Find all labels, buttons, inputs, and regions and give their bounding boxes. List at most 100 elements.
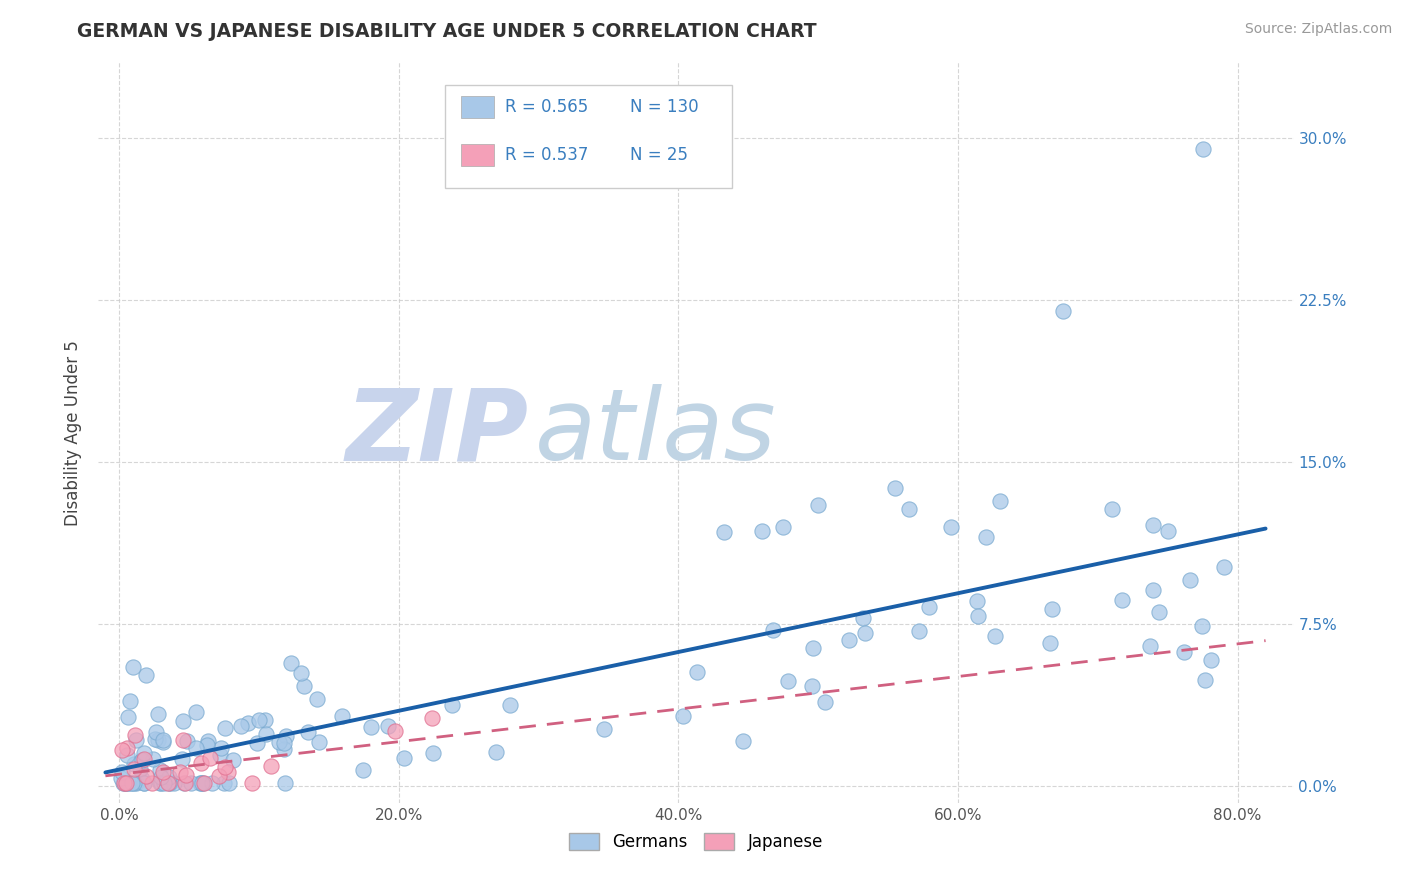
Point <box>132 746 155 760</box>
Point <box>197 733 219 747</box>
FancyBboxPatch shape <box>461 95 494 118</box>
Point <box>156 776 179 790</box>
Point <box>713 524 735 539</box>
Point <box>125 733 148 747</box>
Point <box>499 698 522 712</box>
Point <box>135 668 157 682</box>
Text: atlas: atlas <box>534 384 776 481</box>
Point <box>222 753 245 767</box>
Point <box>169 765 191 780</box>
Point <box>967 608 990 623</box>
Point <box>908 624 931 639</box>
Point <box>422 746 444 760</box>
Point <box>208 748 231 763</box>
Point <box>118 693 141 707</box>
Point <box>142 752 165 766</box>
Point <box>290 666 312 681</box>
Point <box>1191 619 1213 633</box>
Point <box>176 734 198 748</box>
Point <box>1040 602 1063 616</box>
Point <box>918 600 941 615</box>
Point <box>134 776 156 790</box>
Point <box>190 756 212 771</box>
Point <box>121 776 143 790</box>
Point <box>135 769 157 783</box>
Point <box>305 692 328 706</box>
Point <box>115 747 138 762</box>
Point <box>801 640 824 655</box>
Point <box>114 776 136 790</box>
Point <box>191 776 214 790</box>
Point <box>776 673 799 688</box>
Y-axis label: Disability Age Under 5: Disability Age Under 5 <box>65 340 83 525</box>
Point <box>212 776 235 790</box>
Point <box>170 752 193 766</box>
Point <box>129 762 152 776</box>
Point <box>1157 524 1180 538</box>
Point <box>117 776 139 790</box>
Point <box>115 776 138 790</box>
Point <box>1111 593 1133 607</box>
FancyBboxPatch shape <box>461 144 494 166</box>
Point <box>172 714 194 728</box>
Point <box>124 728 146 742</box>
Point <box>853 626 876 640</box>
Point <box>190 776 212 790</box>
Point <box>163 776 186 790</box>
Text: GERMAN VS JAPANESE DISABILITY AGE UNDER 5 CORRELATION CHART: GERMAN VS JAPANESE DISABILITY AGE UNDER … <box>77 22 817 41</box>
Point <box>814 695 837 709</box>
Point <box>120 776 142 790</box>
Point <box>208 769 231 783</box>
Point <box>1201 653 1223 667</box>
Point <box>149 776 172 790</box>
Point <box>485 745 508 759</box>
Point <box>198 751 221 765</box>
Text: Source: ZipAtlas.com: Source: ZipAtlas.com <box>1244 22 1392 37</box>
Point <box>180 776 202 790</box>
Point <box>939 519 962 533</box>
Point <box>269 735 291 749</box>
Point <box>330 709 353 723</box>
Point <box>1178 573 1201 587</box>
Legend: Germans, Japanese: Germans, Japanese <box>562 826 830 857</box>
Point <box>112 776 135 790</box>
Point <box>153 776 176 790</box>
Point <box>174 768 197 782</box>
Point <box>1139 639 1161 653</box>
Point <box>143 731 166 746</box>
Point <box>141 776 163 790</box>
Point <box>1194 673 1216 687</box>
Point <box>122 776 145 790</box>
Point <box>131 772 153 786</box>
Point <box>898 502 921 516</box>
Point <box>191 776 214 790</box>
Point <box>254 727 277 741</box>
Text: N = 25: N = 25 <box>630 146 689 164</box>
Point <box>112 776 135 790</box>
Point <box>273 741 295 756</box>
Point <box>146 707 169 722</box>
Point <box>884 481 907 495</box>
Point <box>352 763 374 777</box>
Point <box>111 765 134 780</box>
Point <box>1039 636 1062 650</box>
Point <box>159 776 181 790</box>
Point <box>110 771 132 785</box>
Point <box>173 776 195 790</box>
Point <box>195 738 218 752</box>
Point <box>229 718 252 732</box>
Point <box>1213 560 1236 574</box>
Point <box>238 716 260 731</box>
Point <box>145 724 167 739</box>
Point <box>193 776 215 790</box>
Point <box>1101 502 1123 516</box>
Point <box>384 723 406 738</box>
Point <box>114 776 136 790</box>
Point <box>125 776 148 790</box>
Point <box>593 722 616 736</box>
Point <box>117 710 139 724</box>
Point <box>984 629 1007 643</box>
Point <box>131 752 153 766</box>
Point <box>420 711 443 725</box>
Point <box>152 733 174 747</box>
